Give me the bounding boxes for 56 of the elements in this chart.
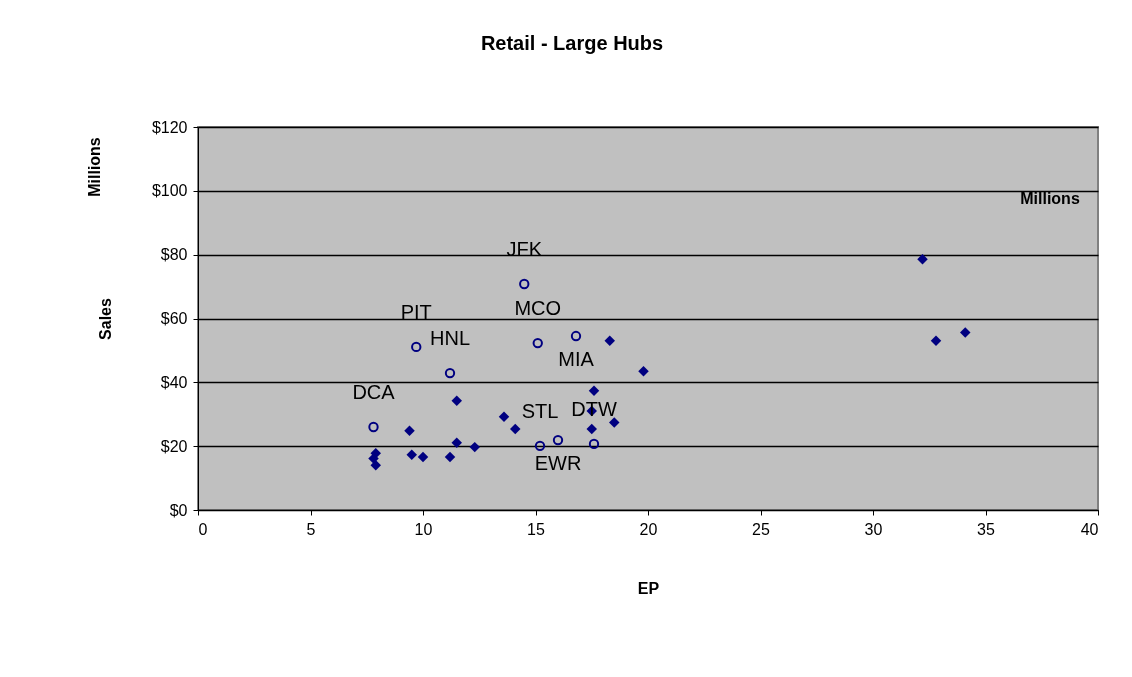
point	[411, 341, 422, 353]
point	[444, 367, 456, 379]
point	[510, 423, 521, 435]
y-tick-label: $80	[160, 246, 188, 264]
x-tick-label: 0	[198, 520, 208, 538]
point	[609, 417, 620, 428]
x-tick-label: 40	[1080, 520, 1099, 538]
point	[444, 451, 456, 463]
x-tick-label: 5	[306, 520, 316, 538]
point	[406, 449, 417, 461]
text: Millions	[86, 137, 103, 197]
point	[638, 365, 649, 377]
point	[451, 437, 462, 448]
y-tick-label: $60	[160, 310, 188, 327]
point	[930, 335, 942, 347]
point	[534, 440, 546, 452]
point	[570, 330, 582, 342]
point	[370, 460, 381, 471]
point	[417, 451, 429, 463]
point	[368, 421, 379, 433]
annotation: DCA	[352, 381, 396, 404]
annotation: DTW	[571, 397, 617, 420]
point	[586, 423, 597, 435]
y-tick-label: $120	[151, 118, 188, 136]
x-axis-title: EP	[637, 579, 660, 597]
annotation: PIT	[400, 300, 432, 323]
point	[451, 395, 462, 407]
x-tick-label: 10	[414, 520, 433, 538]
chart-title: Retail - Large Hubs	[480, 32, 664, 54]
point	[532, 337, 543, 349]
x-tick-label: 35	[977, 520, 995, 538]
point	[519, 278, 530, 290]
y-tick-label: $0	[169, 501, 188, 519]
annotation: MCO	[514, 297, 562, 320]
point	[917, 253, 928, 265]
annotation: EWR	[534, 452, 582, 475]
x-tick-label: 15	[527, 520, 545, 538]
point	[404, 425, 415, 437]
y-tick-label: $100	[151, 182, 188, 200]
y-axis-title: Sales	[96, 297, 114, 340]
point	[960, 327, 971, 338]
point	[552, 434, 564, 446]
point	[469, 441, 480, 453]
x-tick-label: 20	[639, 520, 658, 538]
annotation: HNL	[429, 327, 471, 350]
point	[588, 438, 600, 450]
y-tick-label: $40	[160, 373, 188, 391]
point	[588, 385, 600, 396]
point	[498, 411, 510, 423]
point	[604, 335, 615, 347]
x-tick-label: 25	[752, 520, 770, 538]
x-tick-label: 30	[864, 520, 883, 538]
annotation: MIA	[558, 348, 595, 371]
y-tick-label: $20	[160, 437, 188, 455]
annotation: Millions	[1020, 190, 1080, 207]
annotation: STL	[521, 399, 559, 422]
